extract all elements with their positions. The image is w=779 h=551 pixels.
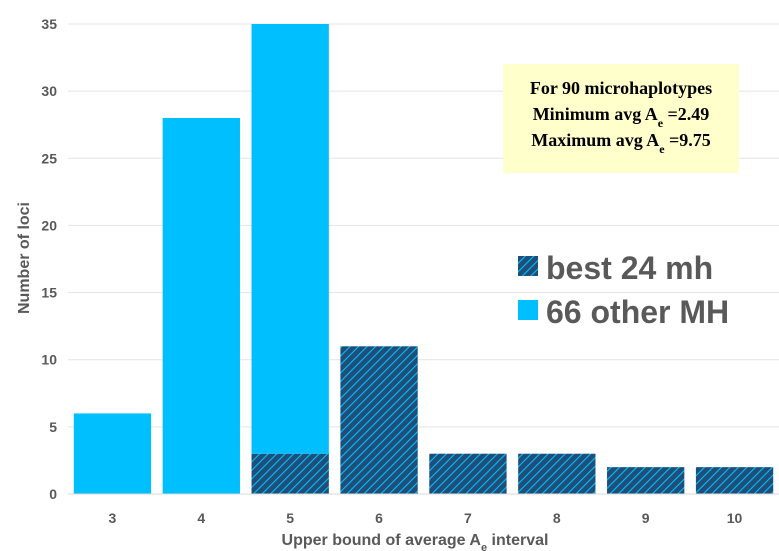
annotation-background bbox=[503, 64, 739, 173]
y-tick-label: 0 bbox=[49, 486, 57, 502]
y-tick-label: 10 bbox=[41, 352, 57, 368]
legend-label-best-24-mh: best 24 mh bbox=[546, 250, 713, 286]
bars bbox=[73, 24, 774, 494]
bar-best-24-mh-10 bbox=[695, 467, 774, 494]
y-axis-ticks: 0 5 10 15 20 25 30 35 bbox=[41, 16, 57, 502]
bar-66-other-mh-4 bbox=[162, 118, 240, 494]
annotation-line-2-prefix: Minimum avg A bbox=[533, 104, 658, 124]
legend-label-66-other-mh: 66 other MH bbox=[546, 294, 729, 330]
annotation-line-3-prefix: Maximum avg A bbox=[531, 130, 659, 150]
x-tick-label: 7 bbox=[464, 510, 472, 526]
y-tick-label: 5 bbox=[49, 419, 57, 435]
annotation-box: For 90 microhaplotypes Minimum avg Ae =2… bbox=[503, 64, 739, 173]
x-axis-label-prefix: Upper bound of average A bbox=[282, 532, 482, 549]
x-tick-label: 10 bbox=[727, 510, 743, 526]
annotation-line-2-suffix: =2.49 bbox=[663, 104, 709, 124]
x-axis-ticks: 3 4 5 6 7 8 9 10 bbox=[109, 510, 743, 526]
y-axis-label: Number of loci bbox=[16, 202, 33, 314]
y-tick-label: 25 bbox=[41, 150, 57, 166]
y-tick-label: 35 bbox=[41, 16, 57, 32]
annotation-line-3-subscript: e bbox=[659, 142, 665, 156]
bar-best-24-mh-5 bbox=[251, 453, 329, 494]
y-tick-label: 15 bbox=[41, 285, 57, 301]
bar-66-other-mh-5 bbox=[251, 24, 329, 454]
x-tick-label: 6 bbox=[375, 510, 383, 526]
bar-66-other-mh-3 bbox=[73, 413, 152, 494]
x-tick-label: 5 bbox=[286, 510, 294, 526]
legend-swatch-best-24-mh bbox=[518, 256, 538, 276]
x-axis-label-suffix: interval bbox=[487, 532, 548, 549]
legend-swatch-66-other-mh bbox=[518, 300, 538, 320]
bar-best-24-mh-6 bbox=[340, 346, 418, 494]
annotation-line-3: Maximum avg Ae =9.75 bbox=[531, 130, 711, 156]
x-tick-label: 4 bbox=[197, 510, 205, 526]
legend: best 24 mh 66 other MH bbox=[518, 250, 729, 330]
y-tick-label: 20 bbox=[41, 217, 57, 233]
x-axis-label: Upper bound of average Ae interval bbox=[282, 532, 549, 551]
annotation-line-2: Minimum avg Ae =2.49 bbox=[533, 104, 710, 130]
bar-best-24-mh-9 bbox=[607, 467, 685, 494]
bar-best-24-mh-7 bbox=[429, 453, 507, 494]
annotation-line-1: For 90 microhaplotypes bbox=[530, 78, 712, 98]
x-tick-label: 3 bbox=[109, 510, 117, 526]
x-tick-label: 8 bbox=[553, 510, 561, 526]
x-tick-label: 9 bbox=[642, 510, 650, 526]
annotation-line-2-subscript: e bbox=[658, 116, 664, 130]
x-axis-label-subscript: e bbox=[481, 542, 487, 551]
annotation-line-3-suffix: =9.75 bbox=[665, 130, 711, 150]
bar-best-24-mh-8 bbox=[518, 453, 596, 494]
y-tick-label: 30 bbox=[41, 83, 57, 99]
